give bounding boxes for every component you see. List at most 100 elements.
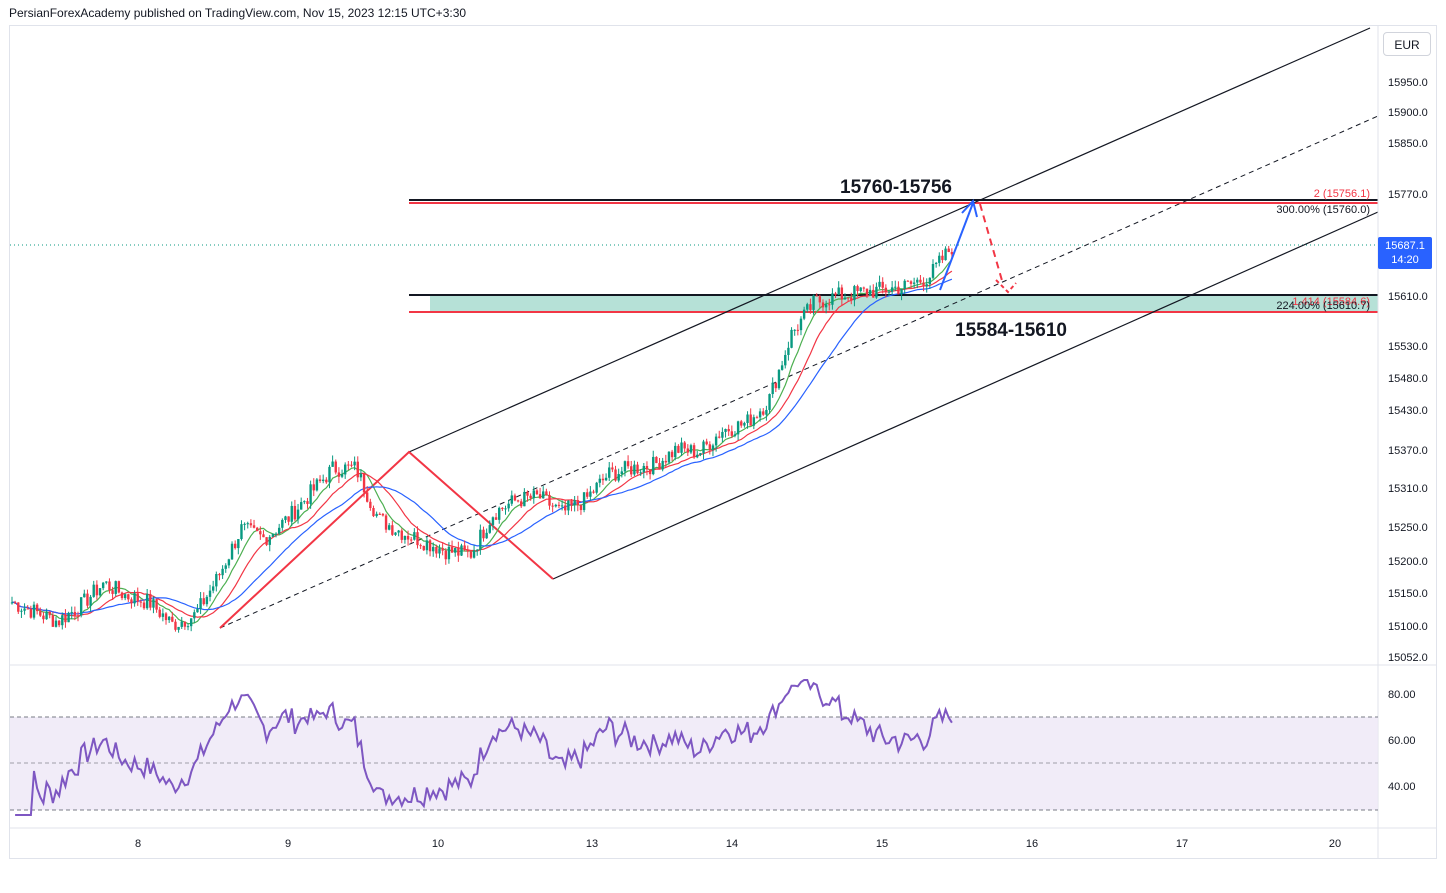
candle-body	[296, 509, 300, 520]
time-tick-label: 9	[285, 838, 291, 850]
candle-body	[592, 491, 595, 493]
candle-body	[674, 445, 677, 458]
candle-body	[13, 602, 17, 604]
candle-body	[215, 574, 218, 587]
candle-body	[941, 255, 944, 261]
candle-body	[648, 469, 652, 475]
candle-body	[233, 543, 237, 549]
time-tick-label: 20	[1329, 838, 1341, 850]
candle-body	[790, 329, 793, 348]
projection-up-arrow[interactable]	[939, 202, 974, 291]
candle-body	[762, 411, 765, 415]
price-tick-label: 15370.0	[1388, 445, 1428, 457]
price-tick-label: 15430.0	[1388, 405, 1428, 417]
candle-body	[287, 516, 290, 522]
price-axis[interactable]: 15950.0 15900.0 15850.0 15770.0 15610.0 15530…	[1388, 77, 1428, 664]
projection-down-arrow[interactable]	[979, 203, 1004, 285]
rsi-line[interactable]	[15, 679, 953, 816]
ma-slow-line	[12, 278, 953, 615]
candle-body	[884, 287, 888, 293]
candle-body	[636, 464, 639, 474]
candle-body	[708, 444, 712, 450]
candle-body	[476, 549, 479, 551]
candle-body	[724, 428, 727, 432]
candle-body	[243, 523, 246, 525]
zigzag-wave[interactable]	[219, 450, 554, 629]
candle-body	[755, 417, 759, 419]
candle-body	[259, 531, 262, 535]
candle-body	[661, 460, 664, 470]
candle-body	[42, 615, 45, 620]
time-axis[interactable]: 8 9 10 13 14 15 16 17 20	[135, 838, 1341, 850]
candle-body	[133, 593, 136, 604]
candle-body	[454, 547, 457, 553]
candle-body	[218, 574, 221, 576]
candle-body	[306, 501, 309, 504]
candle-body	[64, 615, 67, 623]
candle-body	[771, 382, 774, 395]
candle-body	[32, 604, 36, 618]
candle-body	[268, 536, 271, 545]
candle-body	[391, 525, 394, 535]
candle-body	[611, 467, 614, 470]
candle-body	[67, 612, 70, 623]
candle-body	[208, 590, 212, 597]
candle-body	[450, 546, 454, 553]
candle-body	[934, 262, 938, 264]
price-tick-label: 15052.0	[1388, 652, 1428, 664]
candle-body	[101, 582, 105, 589]
price-tick-label: 15610.0	[1388, 291, 1428, 303]
candle-body	[658, 463, 661, 470]
pitchfork-lower[interactable]	[552, 211, 1379, 580]
time-tick-label: 8	[135, 838, 141, 850]
candle-body	[186, 626, 190, 628]
pitchfork-median[interactable]	[219, 115, 1379, 629]
candle-body	[189, 618, 193, 627]
candle-body	[488, 525, 491, 533]
currency-button[interactable]: EUR	[1383, 32, 1431, 56]
candle-body	[548, 495, 551, 506]
candle-body	[573, 500, 576, 506]
candle-body	[868, 289, 872, 296]
candle-body	[35, 604, 39, 612]
candle-body	[758, 411, 762, 418]
candle-body	[840, 287, 844, 300]
time-tick-label: 15	[876, 838, 888, 850]
candle-body	[736, 421, 740, 435]
candle-body	[51, 615, 55, 627]
candle-body	[293, 505, 297, 520]
candle-body	[425, 540, 429, 551]
fib-lower-red-label: 1.414 (15584.6)	[1292, 296, 1370, 308]
fib-upper-red-label: 2 (15756.1)	[1314, 188, 1370, 200]
candle-body	[718, 436, 721, 438]
candle-body	[356, 461, 359, 478]
candle-body	[916, 279, 919, 283]
candle-body	[667, 451, 671, 463]
candle-body	[334, 461, 337, 473]
price-tick-label: 15850.0	[1388, 138, 1428, 150]
fib-lower-black-label: 224.00% (15610.7)	[1276, 300, 1370, 312]
candle-body	[290, 505, 293, 522]
candle-body	[743, 422, 746, 426]
last-price-countdown: 14:20	[1391, 254, 1419, 266]
candle-body	[711, 445, 715, 450]
candle-body	[689, 445, 693, 453]
candle-body	[444, 550, 447, 560]
candle-body	[692, 445, 696, 458]
candle-body	[57, 620, 61, 626]
candle-body	[10, 602, 14, 604]
candle-body	[255, 527, 259, 532]
price-tick-label: 15480.0	[1388, 373, 1428, 385]
candle-body	[413, 532, 416, 540]
pitchfork-upper[interactable]	[408, 27, 1371, 453]
candle-body	[73, 611, 77, 616]
candle-body	[733, 434, 737, 436]
candle-body	[686, 448, 690, 453]
candle-body	[784, 354, 787, 366]
candle-body	[183, 621, 187, 627]
candle-body	[582, 492, 586, 511]
price-tick-label: 15250.0	[1388, 522, 1428, 534]
rsi-axis: 80.00 60.00 40.00	[1388, 689, 1416, 793]
candle-body	[177, 626, 180, 630]
